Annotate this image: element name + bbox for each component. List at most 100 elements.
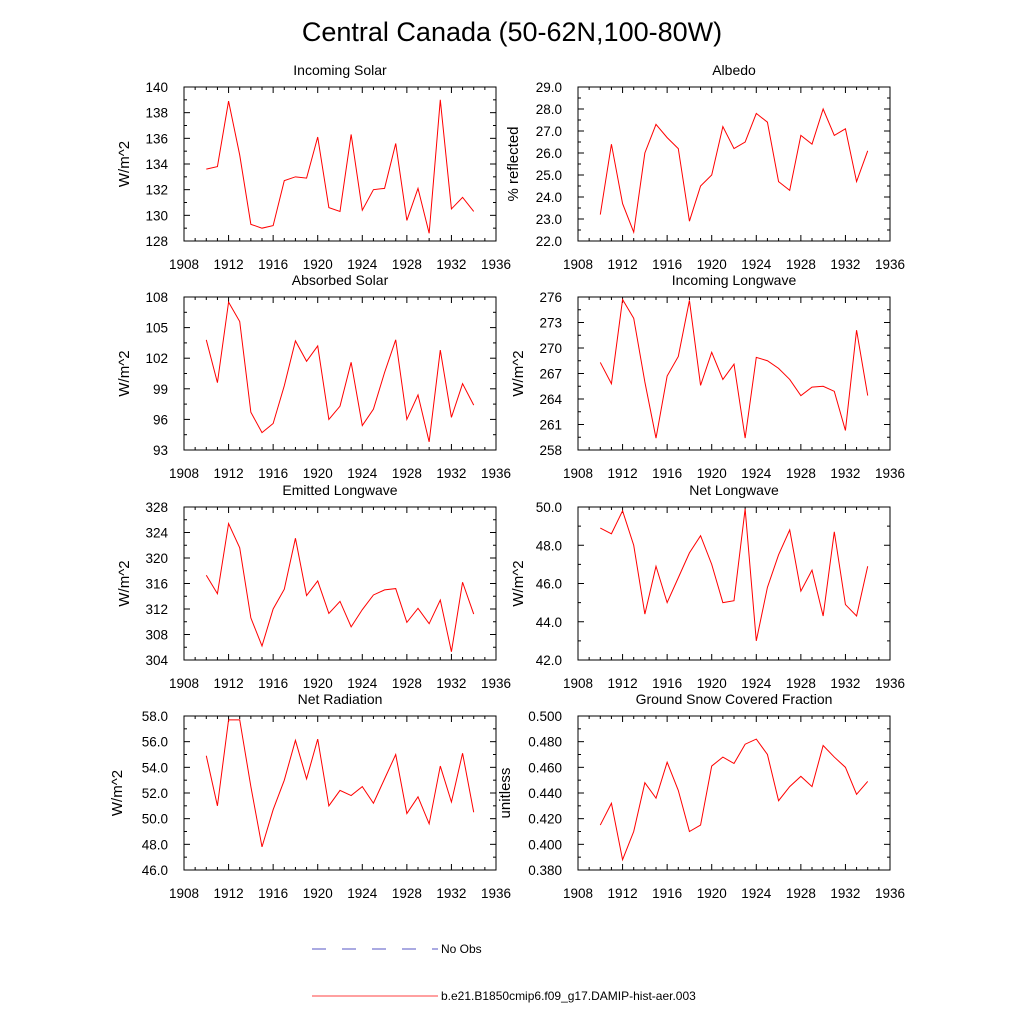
- x-tick-label: 1920: [303, 676, 333, 691]
- x-tick-label: 1936: [481, 257, 511, 272]
- x-tick-label: 1912: [608, 886, 638, 901]
- y-tick-label: 48.0: [536, 538, 562, 553]
- x-tick-label: 1920: [697, 466, 727, 481]
- y-tick-label: 26.0: [536, 146, 562, 161]
- x-tick-label: 1912: [214, 886, 244, 901]
- y-tick-label: 276: [539, 290, 562, 305]
- chart-panel-6: Net Longwave W/m^2 1908 1912 1916 1920 1924 192…: [510, 482, 905, 691]
- y-axis-label: W/m^2: [116, 560, 133, 606]
- x-tick-label: 1936: [875, 466, 905, 481]
- y-tick-label: 312: [145, 602, 168, 617]
- y-tick-label: 46.0: [536, 577, 562, 592]
- panel-title: Net Longwave: [689, 482, 779, 498]
- x-tick-label: 1916: [258, 466, 288, 481]
- y-tick-label: 136: [145, 131, 168, 146]
- x-tick-label: 1928: [392, 257, 422, 272]
- plot-frame: [577, 715, 891, 871]
- y-tick-label: 42.0: [536, 653, 562, 668]
- y-tick-label: 105: [145, 321, 168, 336]
- plot-frame: [183, 506, 497, 661]
- y-tick-label: 134: [145, 157, 168, 172]
- y-tick-label: 138: [145, 106, 168, 121]
- y-tick-label: 28.0: [536, 102, 562, 117]
- y-tick-label: 130: [145, 208, 168, 223]
- plot-frame: [183, 296, 497, 451]
- panel-title: Albedo: [712, 62, 756, 78]
- y-tick-label: 0.460: [528, 760, 562, 775]
- x-tick-label: 1932: [436, 257, 466, 272]
- y-tick-label: 270: [539, 341, 562, 356]
- y-tick-label: 308: [145, 628, 168, 643]
- y-tick-label: 258: [539, 443, 562, 458]
- chart-panel-1: Incoming Solar W/m^2 1908 1912 1916 1920 1924 1…: [116, 62, 511, 272]
- x-tick-label: 1916: [652, 466, 682, 481]
- panels: Incoming Solar W/m^2 1908 1912 1916 1920 1924 1…: [109, 62, 905, 901]
- x-tick-label: 1936: [875, 676, 905, 691]
- x-tick-label: 1932: [436, 886, 466, 901]
- x-tick-label: 1920: [697, 886, 727, 901]
- y-tick-label: 99: [153, 382, 168, 397]
- x-tick-label: 1928: [786, 257, 816, 272]
- y-axis-label: W/m^2: [510, 350, 527, 396]
- plot-frame: [577, 506, 891, 661]
- x-tick-label: 1908: [169, 466, 199, 481]
- panel-title: Net Radiation: [298, 691, 383, 707]
- y-axis-label: W/m^2: [510, 560, 527, 606]
- y-tick-label: 46.0: [142, 863, 168, 878]
- x-tick-label: 1924: [347, 886, 378, 901]
- y-tick-label: 56.0: [142, 735, 168, 750]
- y-axis-label: W/m^2: [116, 141, 133, 187]
- x-tick-label: 1932: [830, 676, 860, 691]
- x-tick-label: 1928: [392, 676, 422, 691]
- y-tick-label: 93: [153, 443, 168, 458]
- chart-panel-3: Absorbed Solar W/m^2 1908 1912 1916 1920 1924 1…: [116, 272, 511, 481]
- y-tick-label: 264: [539, 392, 562, 407]
- plot-frame: [577, 86, 891, 242]
- x-tick-label: 1924: [347, 466, 378, 481]
- x-tick-label: 1936: [481, 886, 511, 901]
- y-tick-label: 102: [145, 351, 168, 366]
- x-tick-label: 1932: [830, 466, 860, 481]
- y-tick-label: 0.480: [528, 735, 562, 750]
- x-tick-label: 1924: [347, 676, 378, 691]
- y-tick-label: 25.0: [536, 168, 562, 183]
- legend-entry-model: b.e21.B1850cmip6.f09_g17.DAMIP-hist-aer.…: [312, 989, 696, 1003]
- x-tick-label: 1908: [563, 466, 593, 481]
- y-tick-label: 54.0: [142, 760, 168, 775]
- y-tick-label: 132: [145, 183, 168, 198]
- x-tick-label: 1928: [392, 886, 422, 901]
- y-tick-label: 29.0: [536, 80, 562, 95]
- chart-panel-4: Incoming Longwave W/m^2 1908 1912 1916 1920 19…: [510, 272, 905, 481]
- x-tick-label: 1932: [830, 257, 860, 272]
- figure-title: Central Canada (50-62N,100-80W): [302, 17, 722, 47]
- y-tick-label: 48.0: [142, 837, 168, 852]
- x-tick-label: 1912: [608, 466, 638, 481]
- x-tick-label: 1928: [786, 886, 816, 901]
- plot-frame: [577, 296, 891, 451]
- legend: No Obs b.e21.B1850cmip6.f09_g17.DAMIP-hi…: [312, 942, 696, 1003]
- y-tick-label: 44.0: [536, 615, 562, 630]
- y-tick-label: 27.0: [536, 124, 562, 139]
- y-tick-label: 52.0: [142, 786, 168, 801]
- x-tick-label: 1908: [169, 886, 199, 901]
- chart-panel-2: Albedo % reflected 1908 1912 1916 1920 1924 192…: [505, 62, 905, 272]
- x-tick-label: 1912: [214, 676, 244, 691]
- x-tick-label: 1924: [347, 257, 378, 272]
- y-axis-label: unitless: [497, 768, 514, 819]
- x-tick-label: 1928: [786, 466, 816, 481]
- series-line: [600, 508, 869, 641]
- panel-title: Emitted Longwave: [282, 482, 397, 498]
- y-tick-label: 0.380: [528, 863, 562, 878]
- series-line: [206, 99, 475, 234]
- x-tick-label: 1936: [875, 886, 905, 901]
- series-line: [205, 300, 475, 442]
- y-tick-label: 24.0: [536, 190, 562, 205]
- y-tick-label: 50.0: [142, 812, 168, 827]
- y-tick-label: 22.0: [536, 234, 562, 249]
- y-tick-label: 0.440: [528, 786, 562, 801]
- y-tick-label: 108: [145, 290, 168, 305]
- y-tick-label: 273: [539, 316, 562, 331]
- y-tick-label: 316: [145, 577, 168, 592]
- x-tick-label: 1916: [258, 886, 288, 901]
